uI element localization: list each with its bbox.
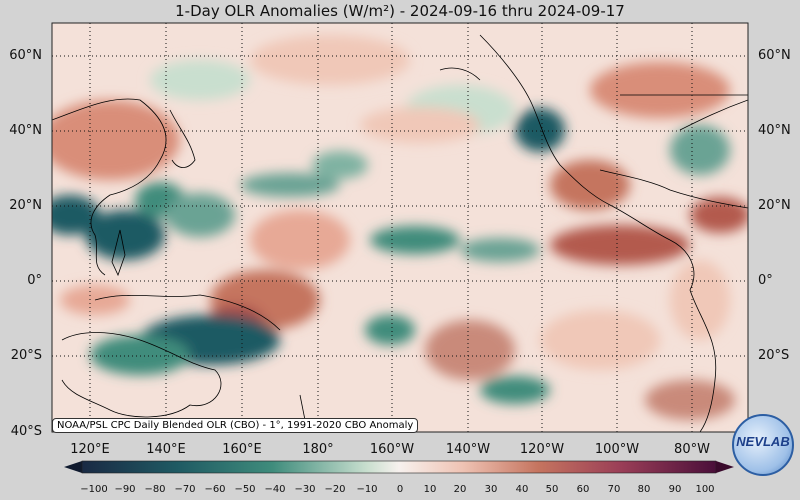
lat-label-right: 0° — [758, 273, 773, 288]
lon-label: 140°E — [146, 442, 186, 457]
colorbar-tick-label: −30 — [294, 484, 316, 495]
colorbar-tick-label: 50 — [545, 484, 559, 495]
colorbar-tick-label: −80 — [144, 484, 166, 495]
colorbar-tick-label: −60 — [204, 484, 226, 495]
colorbar-tick-label: 90 — [668, 484, 682, 495]
coastlines — [52, 34, 748, 432]
anomaly-field — [52, 35, 748, 420]
colorbar-tick-label: −10 — [356, 484, 378, 495]
colorbar-tick-label: −40 — [264, 484, 286, 495]
lat-label-right: 40°N — [758, 123, 791, 138]
lat-label-left: 40°N — [9, 123, 42, 138]
lon-label: 120°W — [519, 442, 565, 457]
lat-label-left: 60°N — [9, 48, 42, 63]
lon-label: 140°W — [445, 442, 491, 457]
colorbar — [64, 460, 734, 474]
data-source-credit: NOAA/PSL CPC Daily Blended OLR (CBO) - 1… — [52, 418, 419, 433]
colorbar-tick-label: −100 — [80, 484, 108, 495]
colorbar-tick-label: −50 — [234, 484, 256, 495]
colorbar-tick-label: −90 — [114, 484, 136, 495]
lat-label-left: 20°N — [9, 198, 42, 213]
lon-label: 120°E — [70, 442, 110, 457]
colorbar-tick-label: 0 — [396, 484, 404, 495]
lat-label-right: 20°N — [758, 198, 791, 213]
lon-label: 160°W — [369, 442, 415, 457]
logo-text: NEVLAB — [736, 434, 790, 449]
colorbar-min-arrow — [64, 461, 82, 473]
colorbar-tick-label: 80 — [637, 484, 651, 495]
lat-label-left: 20°S — [10, 348, 42, 363]
colorbar-tick-label: 40 — [515, 484, 529, 495]
graticule — [52, 23, 748, 432]
lon-label: 180° — [302, 442, 334, 457]
colorbar-tick-label: 70 — [607, 484, 621, 495]
lat-label-left: 0° — [27, 273, 42, 288]
colorbar-tick-label: 10 — [423, 484, 437, 495]
colorbar-tick-label: 20 — [453, 484, 467, 495]
lat-label-right: 60°N — [758, 48, 791, 63]
lon-label: 80°W — [674, 442, 710, 457]
colorbar-tick-label: −20 — [324, 484, 346, 495]
nevlab-logo: NEVLAB — [732, 414, 794, 476]
colorbar-tick-label: 30 — [484, 484, 498, 495]
colorbar-max-arrow — [716, 461, 734, 473]
lat-label-right: 20°S — [758, 348, 790, 363]
lon-label: 160°E — [222, 442, 262, 457]
colorbar-tick-label: 100 — [695, 484, 715, 495]
lat-label-left: 40°S — [10, 424, 42, 439]
map-title: 1-Day OLR Anomalies (W/m²) - 2024-09-16 … — [175, 2, 625, 20]
colorbar-tick-label: −70 — [174, 484, 196, 495]
lon-label: 100°W — [594, 442, 640, 457]
colorbar-tick-label: 60 — [576, 484, 590, 495]
